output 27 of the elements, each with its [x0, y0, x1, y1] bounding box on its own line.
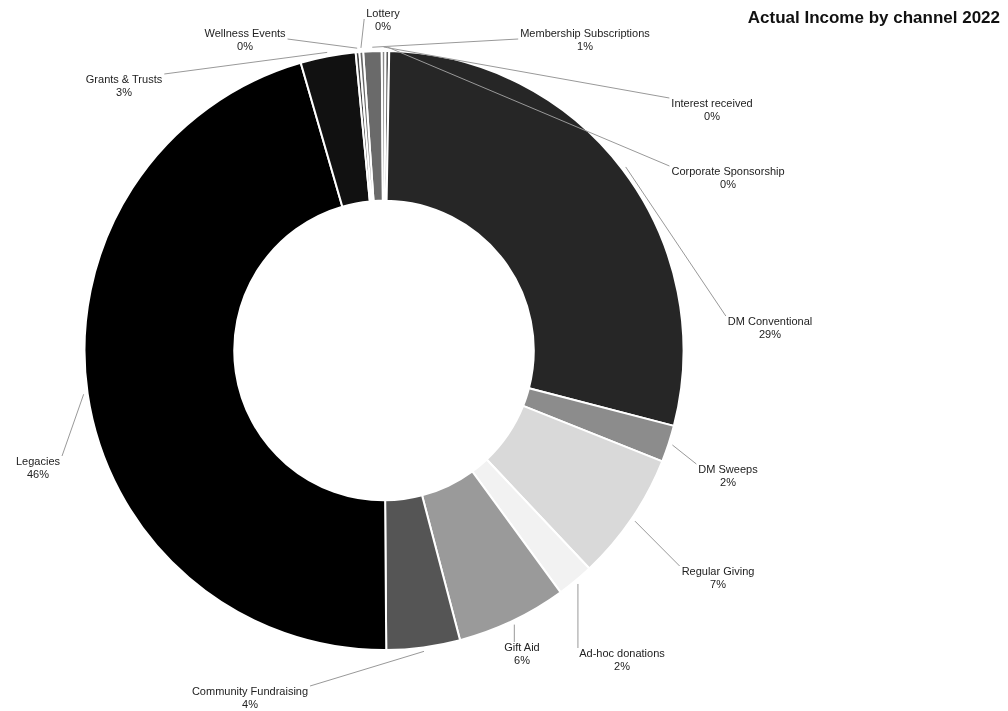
slice-label: DM Sweeps — [698, 463, 759, 476]
text: Actual Income by channel 2022 — [746, 8, 1000, 28]
data-label: 0% — [375, 20, 392, 33]
slice-label: Regular Giving — [681, 565, 755, 578]
data-label: 2% — [720, 476, 737, 489]
data-label: 29% — [758, 328, 782, 341]
slice-label: Community Fundraising — [191, 685, 309, 698]
slice-label: Gift Aid — [504, 641, 540, 654]
data-label: 1% — [577, 40, 594, 53]
slice-label: Grants & Trusts — [85, 73, 163, 86]
data-label: 4% — [242, 698, 259, 711]
slice-label: Membership Subscriptions — [520, 27, 651, 40]
data-label: 7% — [710, 578, 727, 591]
data-label: 0% — [704, 110, 721, 123]
data-label: 3% — [116, 86, 133, 99]
data-label: 0% — [720, 178, 737, 191]
data-label: 2% — [614, 660, 631, 673]
slice-label: Corporate Sponsorship — [671, 165, 785, 178]
slice-label: Legacies — [15, 455, 61, 468]
data-label: 46% — [26, 468, 50, 481]
slice-label: DM Conventional — [727, 315, 813, 328]
slice-label: Wellness Events — [204, 27, 287, 40]
slice-label: Interest received — [671, 97, 753, 110]
data-label: 6% — [514, 654, 531, 667]
data-label: 0% — [237, 40, 254, 53]
slice-label: Lottery — [366, 7, 401, 20]
slice-label: Ad-hoc donations — [579, 647, 666, 660]
